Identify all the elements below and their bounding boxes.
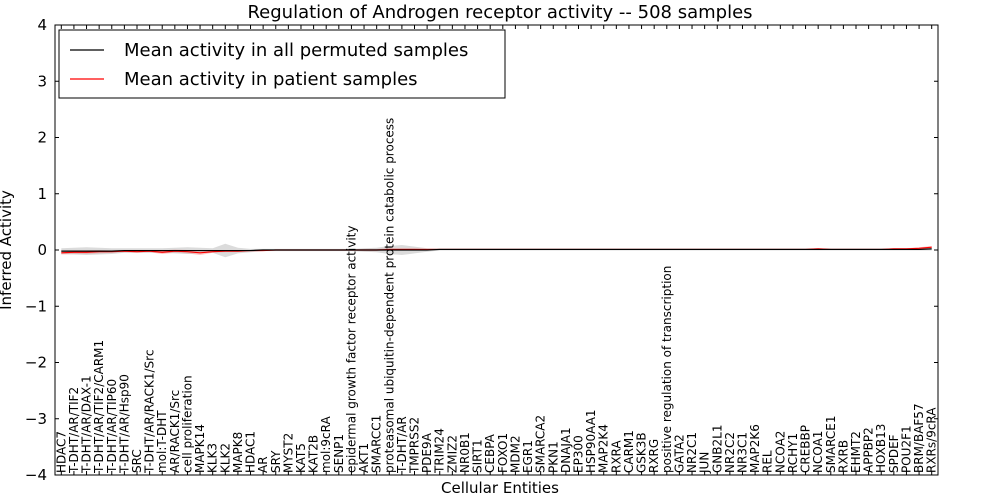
x-tick-label: mol:9cRA — [319, 416, 333, 473]
x-tick-label: POU2F1 — [900, 425, 914, 473]
x-tick-label: TRIM24 — [433, 428, 447, 474]
x-tick-label: KLK3 — [206, 443, 220, 473]
line-series-0 — [61, 248, 932, 252]
x-tick-label: T-DHT/AR/RACK1/Src — [143, 350, 157, 474]
chart-title: Regulation of Androgen receptor activity… — [247, 2, 752, 23]
x-tick-label: PKN1 — [546, 441, 560, 473]
y-tick-label: −4 — [25, 466, 47, 484]
x-tick-label: T-DHT/AR/Hsp90 — [117, 374, 131, 474]
x-tick-label: MDM2 — [508, 435, 522, 473]
x-tick-label: mol:T-DHT — [155, 410, 169, 473]
x-tick-label: ZMIZ2 — [445, 435, 459, 473]
x-tick-label: RXRs/9cRA — [925, 407, 939, 473]
x-tick-label: T-DHT/AR/TIP60 — [105, 379, 119, 474]
x-tick-label: EGR1 — [521, 440, 535, 473]
x-tick-label: HSP90AA1 — [584, 409, 598, 473]
x-tick-label: AR/RACK1/Src — [168, 390, 182, 473]
x-tick-label: RXRB — [836, 440, 850, 473]
x-tick-label: TMPRSS2 — [408, 417, 422, 474]
band-series-0 — [61, 243, 932, 258]
x-tick-label: SENP1 — [332, 434, 346, 473]
x-tick-label: AKT1 — [357, 443, 371, 473]
legend: Mean activity in all permuted samples Me… — [58, 29, 506, 99]
y-tick-label: 2 — [37, 129, 47, 147]
x-tick-label: CREBBP — [799, 425, 813, 473]
legend-label-permuted: Mean activity in all permuted samples — [124, 40, 468, 61]
x-tick-label: MYST2 — [281, 433, 295, 473]
x-tick-label: HDAC1 — [244, 431, 258, 473]
x-tick-label: T-DHT/AR/DAX-1 — [80, 375, 94, 474]
x-tick-label: JUN — [698, 452, 712, 474]
x-tick-label: GATA2 — [672, 434, 686, 473]
x-tick-label: MAPK8 — [231, 432, 245, 473]
x-tick-label: proteasomal ubiquitin-dependent protein … — [382, 118, 396, 473]
y-tick-label: 1 — [37, 185, 47, 203]
x-tick-label: epidermal growth factor receptor activit… — [344, 226, 358, 473]
x-tick-label: positive regulation of transcription — [660, 266, 674, 473]
x-tick-label: SRY — [269, 450, 283, 473]
x-tick-label: NR2C2 — [723, 432, 737, 473]
x-tick-label: NCOA2 — [773, 431, 787, 473]
y-tick-label: 3 — [37, 72, 47, 90]
x-tick-label: cell proliferation — [180, 375, 194, 473]
x-tick-label: SPDEF — [887, 434, 901, 473]
x-tick-label: HDAC7 — [54, 431, 68, 473]
x-tick-label: REL — [761, 450, 775, 473]
x-tick-label: RXRG — [647, 439, 661, 473]
x-tick-label: SMARCC1 — [370, 415, 384, 473]
x-tick-label: EHMT2 — [849, 431, 863, 473]
series-lines — [61, 246, 932, 254]
x-tick-label: RCHY1 — [786, 433, 800, 473]
x-tick-label: DNAJA1 — [559, 427, 573, 473]
x-tick-label: MAP2K6 — [748, 424, 762, 473]
y-axis-label: Inferred Activity — [0, 190, 15, 310]
x-tick-label: T-DHT/AR — [395, 416, 409, 474]
x-tick-label: APPBP2 — [862, 427, 876, 473]
x-tick-label: HOXB13 — [874, 424, 888, 473]
x-tick-label: CARM1 — [622, 430, 636, 473]
x-tick-label: CEBPA — [483, 433, 497, 473]
x-tick-label: GSK3B — [635, 432, 649, 473]
y-tick-label: −2 — [25, 354, 47, 372]
y-tick-label: −1 — [25, 297, 47, 315]
x-tick-label: T-DHT/AR/TIF2/CARM1 — [92, 340, 106, 474]
x-tick-label: NR2C1 — [685, 432, 699, 473]
x-tick-label: T-DHT/AR/TIF2 — [67, 387, 81, 474]
y-tick-label: −3 — [25, 410, 47, 428]
legend-label-patient: Mean activity in patient samples — [124, 69, 418, 90]
x-tick-label: NR3C1 — [736, 432, 750, 473]
x-tick-label: KAT5 — [294, 443, 308, 473]
x-tick-label: NR0B1 — [458, 432, 472, 473]
x-tick-label: PDE9A — [420, 432, 434, 473]
x-axis-label: Cellular Entities — [441, 479, 559, 497]
x-tick-label: SIRT1 — [471, 439, 485, 473]
x-tick-label: KLK2 — [218, 443, 232, 473]
x-tick-label: SMARCE1 — [824, 415, 838, 473]
x-tick-label: FOXO1 — [496, 433, 510, 473]
x-axis: HDAC7T-DHT/AR/TIF2T-DHT/AR/DAX-1T-DHT/AR… — [54, 25, 939, 475]
x-tick-label: MAPK14 — [193, 424, 207, 473]
x-tick-label: EP300 — [572, 435, 586, 473]
y-tick-label: 4 — [37, 16, 47, 34]
x-tick-label: AR — [256, 456, 270, 473]
x-tick-label: SRC — [130, 449, 144, 473]
x-tick-label: SMARCA2 — [534, 415, 548, 473]
x-tick-label: BRM/BAF57 — [912, 403, 926, 473]
x-tick-label: MAP2K4 — [597, 424, 611, 473]
legend-frame — [58, 29, 506, 99]
x-tick-label: RXRA — [609, 440, 623, 473]
x-tick-label: KAT2B — [307, 435, 321, 473]
x-tick-label: GNB2L1 — [710, 425, 724, 473]
y-axis: −4 −3 −2 −1 0 1 2 3 4 — [25, 16, 938, 484]
x-tick-label: NCOA1 — [811, 431, 825, 473]
y-tick-label: 0 — [37, 241, 47, 259]
